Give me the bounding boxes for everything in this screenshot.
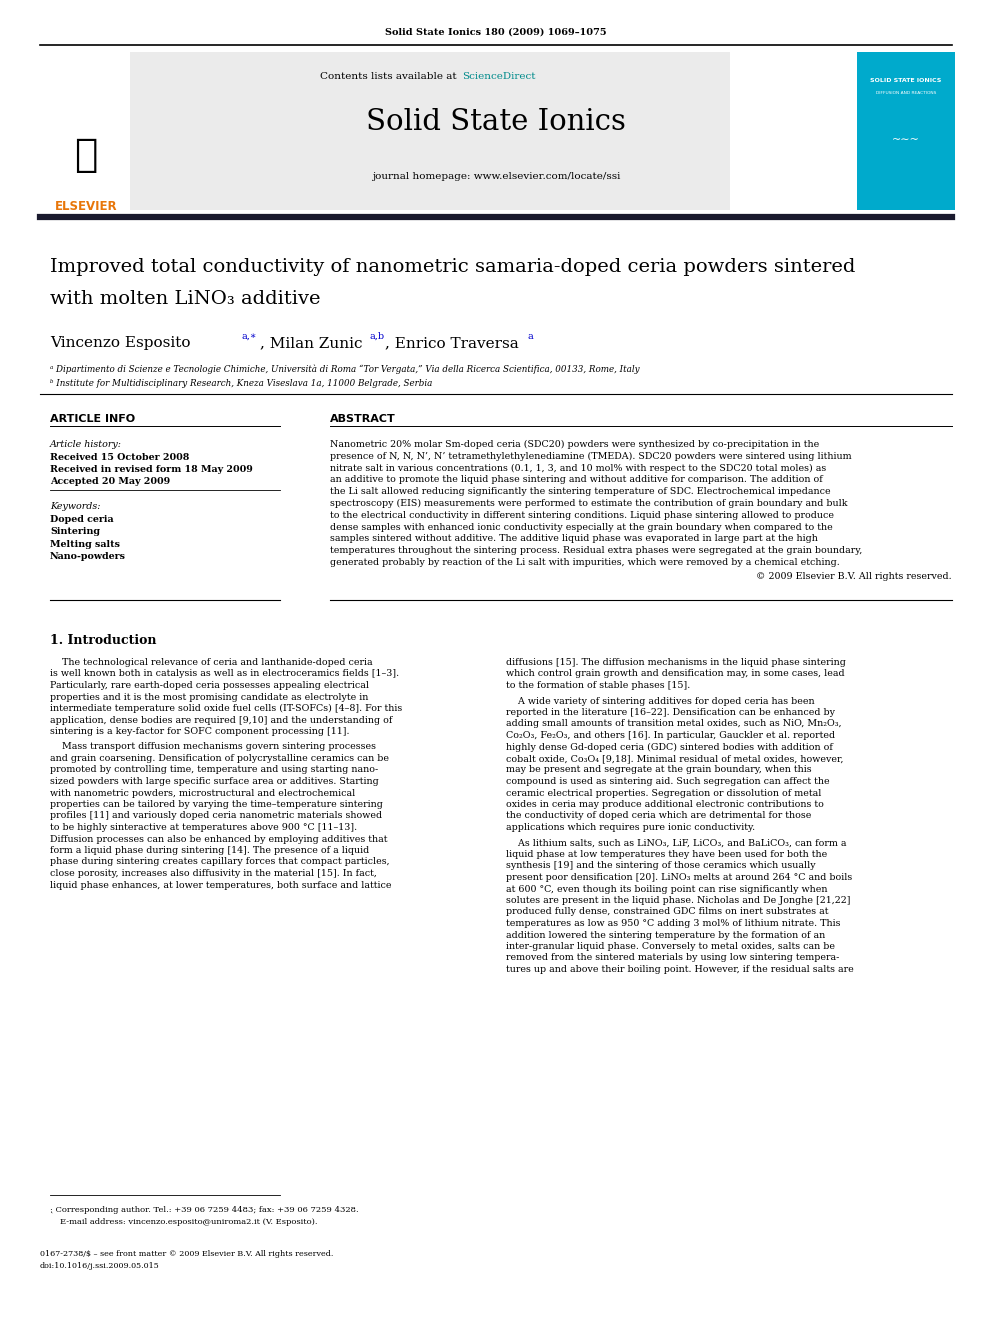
Text: to the electrical conductivity in different sintering conditions. Liquid phase s: to the electrical conductivity in differ… [330, 511, 834, 520]
Text: to the formation of stable phases [15].: to the formation of stable phases [15]. [506, 681, 690, 691]
Text: adding small amounts of transition metal oxides, such as NiO, Mn₂O₃,: adding small amounts of transition metal… [506, 720, 841, 729]
Text: © 2009 Elsevier B.V. All rights reserved.: © 2009 Elsevier B.V. All rights reserved… [756, 572, 952, 581]
Text: with nanometric powders, microstructural and electrochemical: with nanometric powders, microstructural… [50, 789, 355, 798]
Text: solutes are present in the liquid phase. Nicholas and De Jonghe [21,22]: solutes are present in the liquid phase.… [506, 896, 850, 905]
Text: the conductivity of doped ceria which are detrimental for those: the conductivity of doped ceria which ar… [506, 811, 811, 820]
Text: diffusions [15]. The diffusion mechanisms in the liquid phase sintering: diffusions [15]. The diffusion mechanism… [506, 658, 846, 667]
Text: tures up and above their boiling point. However, if the residual salts are: tures up and above their boiling point. … [506, 964, 854, 974]
Text: ᵇ Institute for Multidisciplinary Research, Kneza Viseslava 1a, 11000 Belgrade, : ᵇ Institute for Multidisciplinary Resear… [50, 378, 433, 388]
Text: Sintering: Sintering [50, 528, 100, 537]
Text: Accepted 20 May 2009: Accepted 20 May 2009 [50, 478, 170, 486]
Text: properties and it is the most promising candidate as electrolyte in: properties and it is the most promising … [50, 692, 368, 701]
Text: Improved total conductivity of nanometric samaria-doped ceria powders sintered: Improved total conductivity of nanometri… [50, 258, 855, 277]
Text: addition lowered the sintering temperature by the formation of an: addition lowered the sintering temperatu… [506, 930, 825, 939]
Text: ARTICLE INFO: ARTICLE INFO [50, 414, 135, 423]
Text: produced fully dense, constrained GDC films on inert substrates at: produced fully dense, constrained GDC fi… [506, 908, 828, 917]
Text: to be highly sinteractive at temperatures above 900 °C [11–13].: to be highly sinteractive at temperature… [50, 823, 357, 832]
Text: Received 15 October 2008: Received 15 October 2008 [50, 452, 189, 462]
Text: intermediate temperature solid oxide fuel cells (IT-SOFCs) [4–8]. For this: intermediate temperature solid oxide fue… [50, 704, 402, 713]
Text: ⁏ Corresponding author. Tel.: +39 06 7259 4483; fax: +39 06 7259 4328.: ⁏ Corresponding author. Tel.: +39 06 725… [50, 1207, 359, 1215]
Bar [40, 52, 130, 216]
Text: presence of N, N, N’, N’ tetramethylethylenediamine (TMEDA). SDC20 powders were : presence of N, N, N’, N’ tetramethylethy… [330, 451, 851, 460]
Text: the Li salt allowed reducing significantly the sintering temperature of SDC. Ele: the Li salt allowed reducing significant… [330, 487, 830, 496]
Text: Keywords:: Keywords: [50, 501, 100, 511]
Text: ELSEVIER: ELSEVIER [55, 200, 117, 213]
Bar [857, 52, 955, 210]
Text: Vincenzo Esposito: Vincenzo Esposito [50, 336, 195, 351]
Text: is well known both in catalysis as well as in electroceramics fields [1–3].: is well known both in catalysis as well … [50, 669, 399, 679]
Text: applications which requires pure ionic conductivity.: applications which requires pure ionic c… [506, 823, 755, 832]
Text: 1. Introduction: 1. Introduction [50, 634, 157, 647]
Text: oxides in ceria may produce additional electronic contributions to: oxides in ceria may produce additional e… [506, 800, 824, 808]
Text: dense samples with enhanced ionic conductivity especially at the grain boundary : dense samples with enhanced ionic conduc… [330, 523, 832, 532]
Text: close porosity, increases also diffusivity in the material [15]. In fact,: close porosity, increases also diffusivi… [50, 869, 377, 878]
Text: 🌲: 🌲 [74, 136, 97, 175]
Text: Received in revised form 18 May 2009: Received in revised form 18 May 2009 [50, 464, 253, 474]
Text: may be present and segregate at the grain boundary, when this: may be present and segregate at the grai… [506, 766, 811, 774]
Text: reported in the literature [16–22]. Densification can be enhanced by: reported in the literature [16–22]. Dens… [506, 708, 835, 717]
Text: Diffusion processes can also be enhanced by employing additives that: Diffusion processes can also be enhanced… [50, 835, 388, 844]
Text: Solid State Ionics 180 (2009) 1069–1075: Solid State Ionics 180 (2009) 1069–1075 [385, 28, 607, 37]
Text: and grain coarsening. Densification of polycrystalline ceramics can be: and grain coarsening. Densification of p… [50, 754, 389, 763]
Text: ᵃ Dipartimento di Scienze e Tecnologie Chimiche, Università di Roma “Tor Vergata: ᵃ Dipartimento di Scienze e Tecnologie C… [50, 365, 640, 374]
Text: samples sintered without additive. The additive liquid phase was evaporated in l: samples sintered without additive. The a… [330, 534, 817, 544]
Text: doi:10.1016/j.ssi.2009.05.015: doi:10.1016/j.ssi.2009.05.015 [40, 1262, 160, 1270]
Text: SOLID STATE IONICS: SOLID STATE IONICS [870, 78, 941, 83]
Text: generated probably by reaction of the Li salt with impurities, which were remove: generated probably by reaction of the Li… [330, 558, 840, 568]
Text: a: a [527, 332, 533, 341]
Text: inter-granular liquid phase. Conversely to metal oxides, salts can be: inter-granular liquid phase. Conversely … [506, 942, 835, 951]
Text: sintering is a key-factor for SOFC component processing [11].: sintering is a key-factor for SOFC compo… [50, 728, 349, 736]
Text: temperatures as low as 950 °C adding 3 mol% of lithium nitrate. This: temperatures as low as 950 °C adding 3 m… [506, 919, 840, 927]
Text: profiles [11] and variously doped ceria nanometric materials showed: profiles [11] and variously doped ceria … [50, 811, 382, 820]
Text: journal homepage: www.elsevier.com/locate/ssi: journal homepage: www.elsevier.com/locat… [372, 172, 620, 181]
Text: As lithium salts, such as LiNO₃, LiF, LiCO₃, and BaLiCO₃, can form a: As lithium salts, such as LiNO₃, LiF, Li… [506, 839, 846, 848]
Text: ceramic electrical properties. Segregation or dissolution of metal: ceramic electrical properties. Segregati… [506, 789, 821, 798]
Text: Melting salts: Melting salts [50, 540, 120, 549]
Text: synthesis [19] and the sintering of those ceramics which usually: synthesis [19] and the sintering of thos… [506, 861, 815, 871]
Text: Mass transport diffusion mechanisms govern sintering processes: Mass transport diffusion mechanisms gove… [50, 742, 376, 751]
Text: Nanometric 20% molar Sm-doped ceria (SDC20) powders were synthesized by co-preci: Nanometric 20% molar Sm-doped ceria (SDC… [330, 441, 819, 448]
Text: Article history:: Article history: [50, 441, 122, 448]
Text: The technological relevance of ceria and lanthanide-doped ceria: The technological relevance of ceria and… [50, 658, 373, 667]
Text: phase during sintering creates capillary forces that compact particles,: phase during sintering creates capillary… [50, 857, 390, 867]
Text: ABSTRACT: ABSTRACT [330, 414, 396, 423]
Text: form a liquid phase during sintering [14]. The presence of a liquid: form a liquid phase during sintering [14… [50, 845, 369, 855]
Text: liquid phase at low temperatures they have been used for both the: liquid phase at low temperatures they ha… [506, 849, 827, 859]
Text: DIFFUSION AND REACTIONS: DIFFUSION AND REACTIONS [876, 91, 936, 95]
Text: promoted by controlling time, temperature and using starting nano-: promoted by controlling time, temperatur… [50, 766, 378, 774]
Text: with molten LiNO₃ additive: with molten LiNO₃ additive [50, 290, 320, 308]
Text: a,∗: a,∗ [242, 332, 258, 341]
Text: 0167-2738/$ – see front matter © 2009 Elsevier B.V. All rights reserved.: 0167-2738/$ – see front matter © 2009 El… [40, 1250, 333, 1258]
Text: Doped ceria: Doped ceria [50, 515, 114, 524]
Text: an additive to promote the liquid phase sintering and without additive for compa: an additive to promote the liquid phase … [330, 475, 822, 484]
Text: spectroscopy (EIS) measurements were performed to estimate the contribution of g: spectroscopy (EIS) measurements were per… [330, 499, 847, 508]
Text: cobalt oxide, Co₃O₄ [9,18]. Minimal residual of metal oxides, however,: cobalt oxide, Co₃O₄ [9,18]. Minimal resi… [506, 754, 843, 763]
Bar [130, 52, 730, 210]
Text: , Enrico Traversa: , Enrico Traversa [385, 336, 524, 351]
Text: A wide variety of sintering additives for doped ceria has been: A wide variety of sintering additives fo… [506, 696, 814, 705]
Text: application, dense bodies are required [9,10] and the understanding of: application, dense bodies are required [… [50, 716, 393, 725]
Text: properties can be tailored by varying the time–temperature sintering: properties can be tailored by varying th… [50, 800, 383, 808]
Text: present poor densification [20]. LiNO₃ melts at around 264 °C and boils: present poor densification [20]. LiNO₃ m… [506, 873, 852, 882]
Text: Solid State Ionics: Solid State Ionics [366, 108, 626, 136]
Text: ~∼~: ~∼~ [892, 135, 920, 146]
Text: ScienceDirect: ScienceDirect [462, 71, 536, 81]
Text: nitrate salt in various concentrations (0.1, 1, 3, and 10 mol% with respect to t: nitrate salt in various concentrations (… [330, 463, 826, 472]
Text: Particularly, rare earth-doped ceria possesses appealing electrical: Particularly, rare earth-doped ceria pos… [50, 681, 369, 691]
Text: , Milan Zunic: , Milan Zunic [260, 336, 367, 351]
Text: temperatures throughout the sintering process. Residual extra phases were segreg: temperatures throughout the sintering pr… [330, 546, 862, 556]
Text: which control grain growth and densification may, in some cases, lead: which control grain growth and densifica… [506, 669, 844, 679]
Text: Nano-powders: Nano-powders [50, 553, 126, 561]
Text: at 600 °C, even though its boiling point can rise significantly when: at 600 °C, even though its boiling point… [506, 885, 827, 893]
Text: Contents lists available at: Contents lists available at [320, 71, 460, 81]
Text: liquid phase enhances, at lower temperatures, both surface and lattice: liquid phase enhances, at lower temperat… [50, 881, 392, 889]
Text: highly dense Gd-doped ceria (GDC) sintered bodies with addition of: highly dense Gd-doped ceria (GDC) sinter… [506, 742, 833, 751]
Text: compound is used as sintering aid. Such segregation can affect the: compound is used as sintering aid. Such … [506, 777, 829, 786]
Text: removed from the sintered materials by using low sintering tempera-: removed from the sintered materials by u… [506, 954, 839, 963]
Text: E-mail address: vincenzo.esposito@uniroma2.it (V. Esposito).: E-mail address: vincenzo.esposito@unirom… [60, 1218, 317, 1226]
Text: a,b: a,b [370, 332, 385, 341]
Text: Co₂O₃, Fe₂O₃, and others [16]. In particular, Gauckler et al. reported: Co₂O₃, Fe₂O₃, and others [16]. In partic… [506, 732, 835, 740]
Text: sized powders with large specific surface area or additives. Starting: sized powders with large specific surfac… [50, 777, 379, 786]
